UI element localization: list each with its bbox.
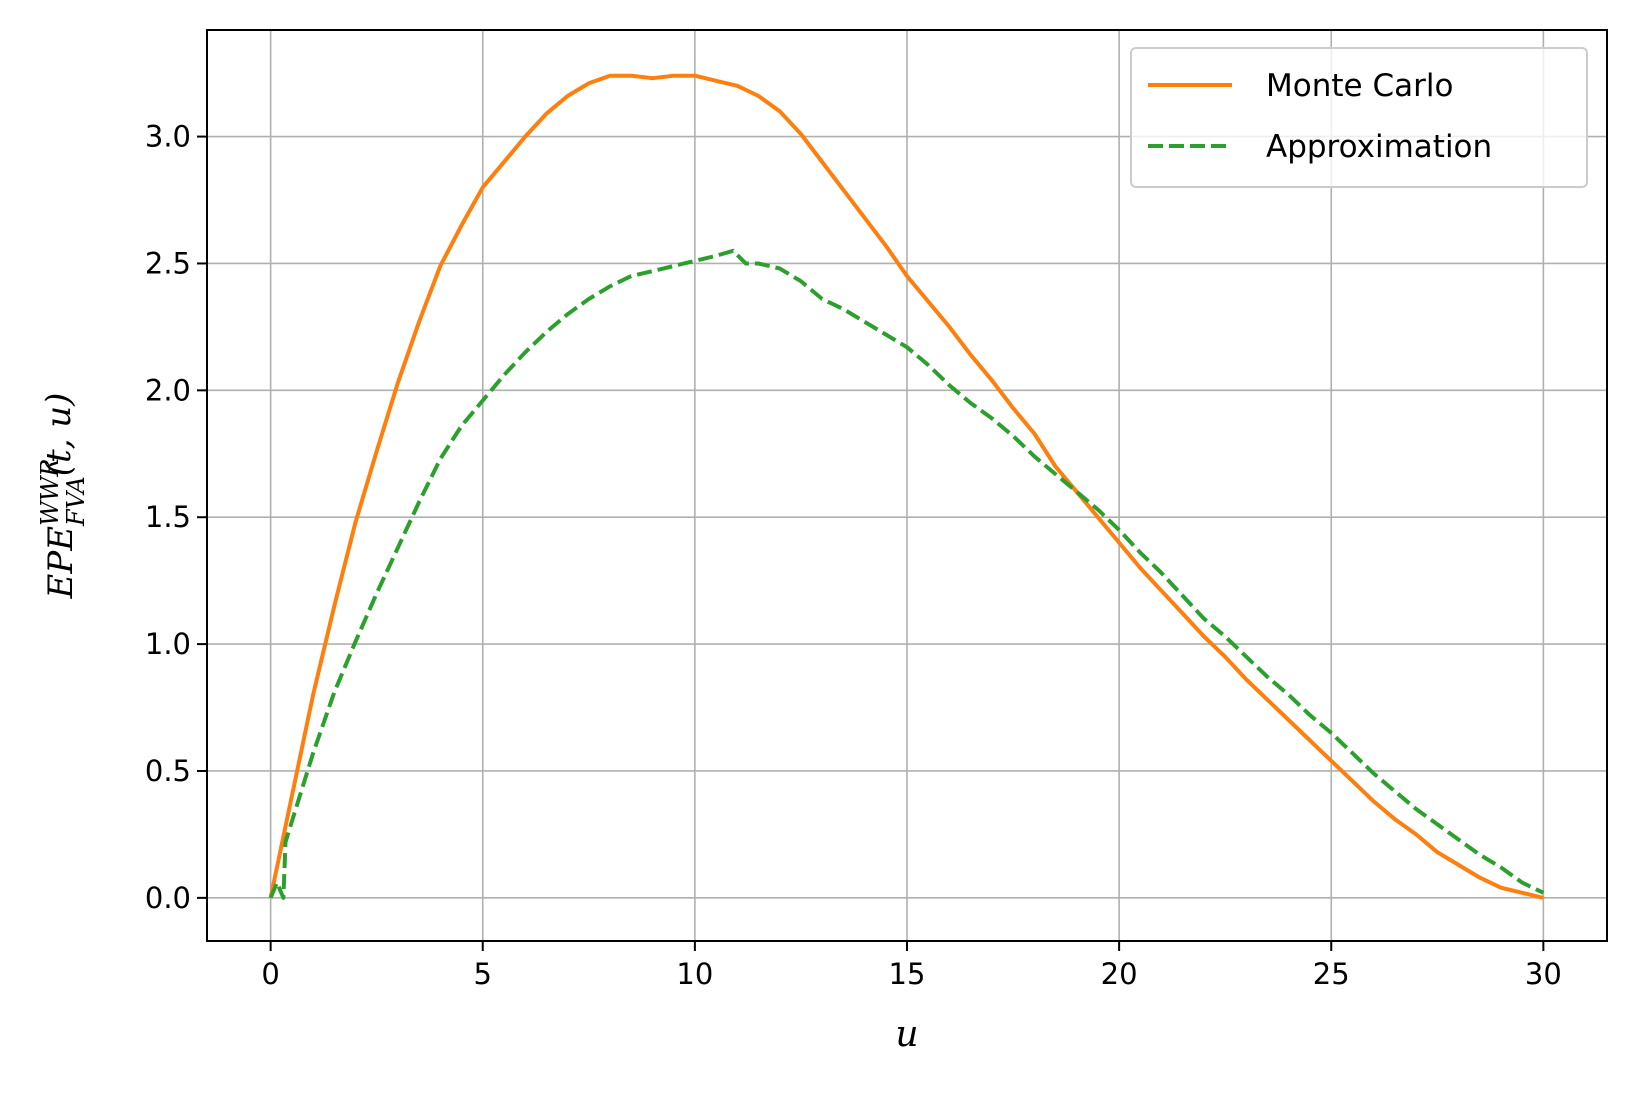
x-tick-label: 20 bbox=[1101, 957, 1138, 991]
x-tick-label: 25 bbox=[1313, 957, 1350, 991]
y-tick-label: 2.0 bbox=[145, 373, 191, 407]
legend-label-monte-carlo: Monte Carlo bbox=[1266, 68, 1453, 104]
y-tick-label: 1.0 bbox=[145, 627, 191, 661]
x-axis-label: u bbox=[895, 1014, 918, 1055]
series-lines bbox=[268, 73, 1545, 900]
series-line-approximation bbox=[268, 248, 1545, 900]
x-tick-label: 0 bbox=[261, 957, 279, 991]
series-line-monte-carlo bbox=[268, 73, 1544, 900]
axis-ticks: 0 5 10 15 20 25 30 0.0 0.5 1.0 1.5 2.0 2.5 3.0 bbox=[145, 120, 1562, 991]
y-axis-label-subscript: FVA bbox=[62, 476, 90, 527]
y-tick-label: 2.5 bbox=[145, 246, 191, 280]
y-axis-label: EPEWWRFVA(t, u) bbox=[36, 393, 90, 600]
y-axis-label-base: EPE bbox=[41, 526, 81, 600]
y-axis-label-args: (t, u) bbox=[39, 393, 79, 477]
x-tick-label: 30 bbox=[1525, 957, 1562, 991]
y-tick-label: 1.5 bbox=[145, 500, 191, 534]
legend: Monte Carlo Approximation bbox=[1130, 47, 1588, 188]
y-tick-label: 3.0 bbox=[145, 120, 191, 154]
x-tick-label: 10 bbox=[676, 957, 713, 991]
y-tick-label: 0.5 bbox=[145, 754, 191, 788]
y-axis-label-superscript: WWR bbox=[36, 459, 64, 526]
legend-label-approximation: Approximation bbox=[1266, 129, 1492, 165]
y-tick-label: 0.0 bbox=[145, 881, 191, 915]
x-tick-label: 15 bbox=[889, 957, 926, 991]
legend-box bbox=[1130, 47, 1588, 188]
x-tick-label: 5 bbox=[474, 957, 492, 991]
